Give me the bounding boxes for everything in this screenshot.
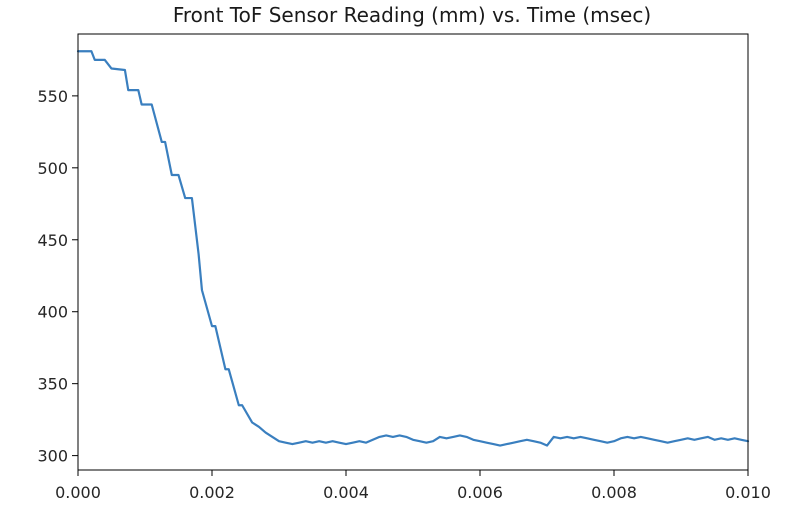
y-axis: 300 350 400 450 500 550 xyxy=(37,87,78,466)
x-axis: 0.000 0.002 0.004 0.006 0.008 0.010 xyxy=(55,470,771,502)
y-tick-label: 300 xyxy=(37,447,68,466)
y-tick-label: 450 xyxy=(37,231,68,250)
x-tick-label: 0.010 xyxy=(725,483,771,502)
y-tick-label: 500 xyxy=(37,159,68,178)
x-tick-label: 0.000 xyxy=(55,483,101,502)
y-tick-label: 400 xyxy=(37,303,68,322)
plot-area-frame xyxy=(77,33,749,471)
x-tick-label: 0.006 xyxy=(457,483,503,502)
x-tick-label: 0.008 xyxy=(591,483,637,502)
plot-line-layer xyxy=(76,50,750,447)
series-line-0 xyxy=(76,50,750,447)
chart-title: Front ToF Sensor Reading (mm) vs. Time (… xyxy=(173,3,651,27)
y-tick-label: 550 xyxy=(37,87,68,106)
x-tick-label: 0.004 xyxy=(323,483,369,502)
x-tick-label: 0.002 xyxy=(189,483,235,502)
y-tick-label: 350 xyxy=(37,375,68,394)
